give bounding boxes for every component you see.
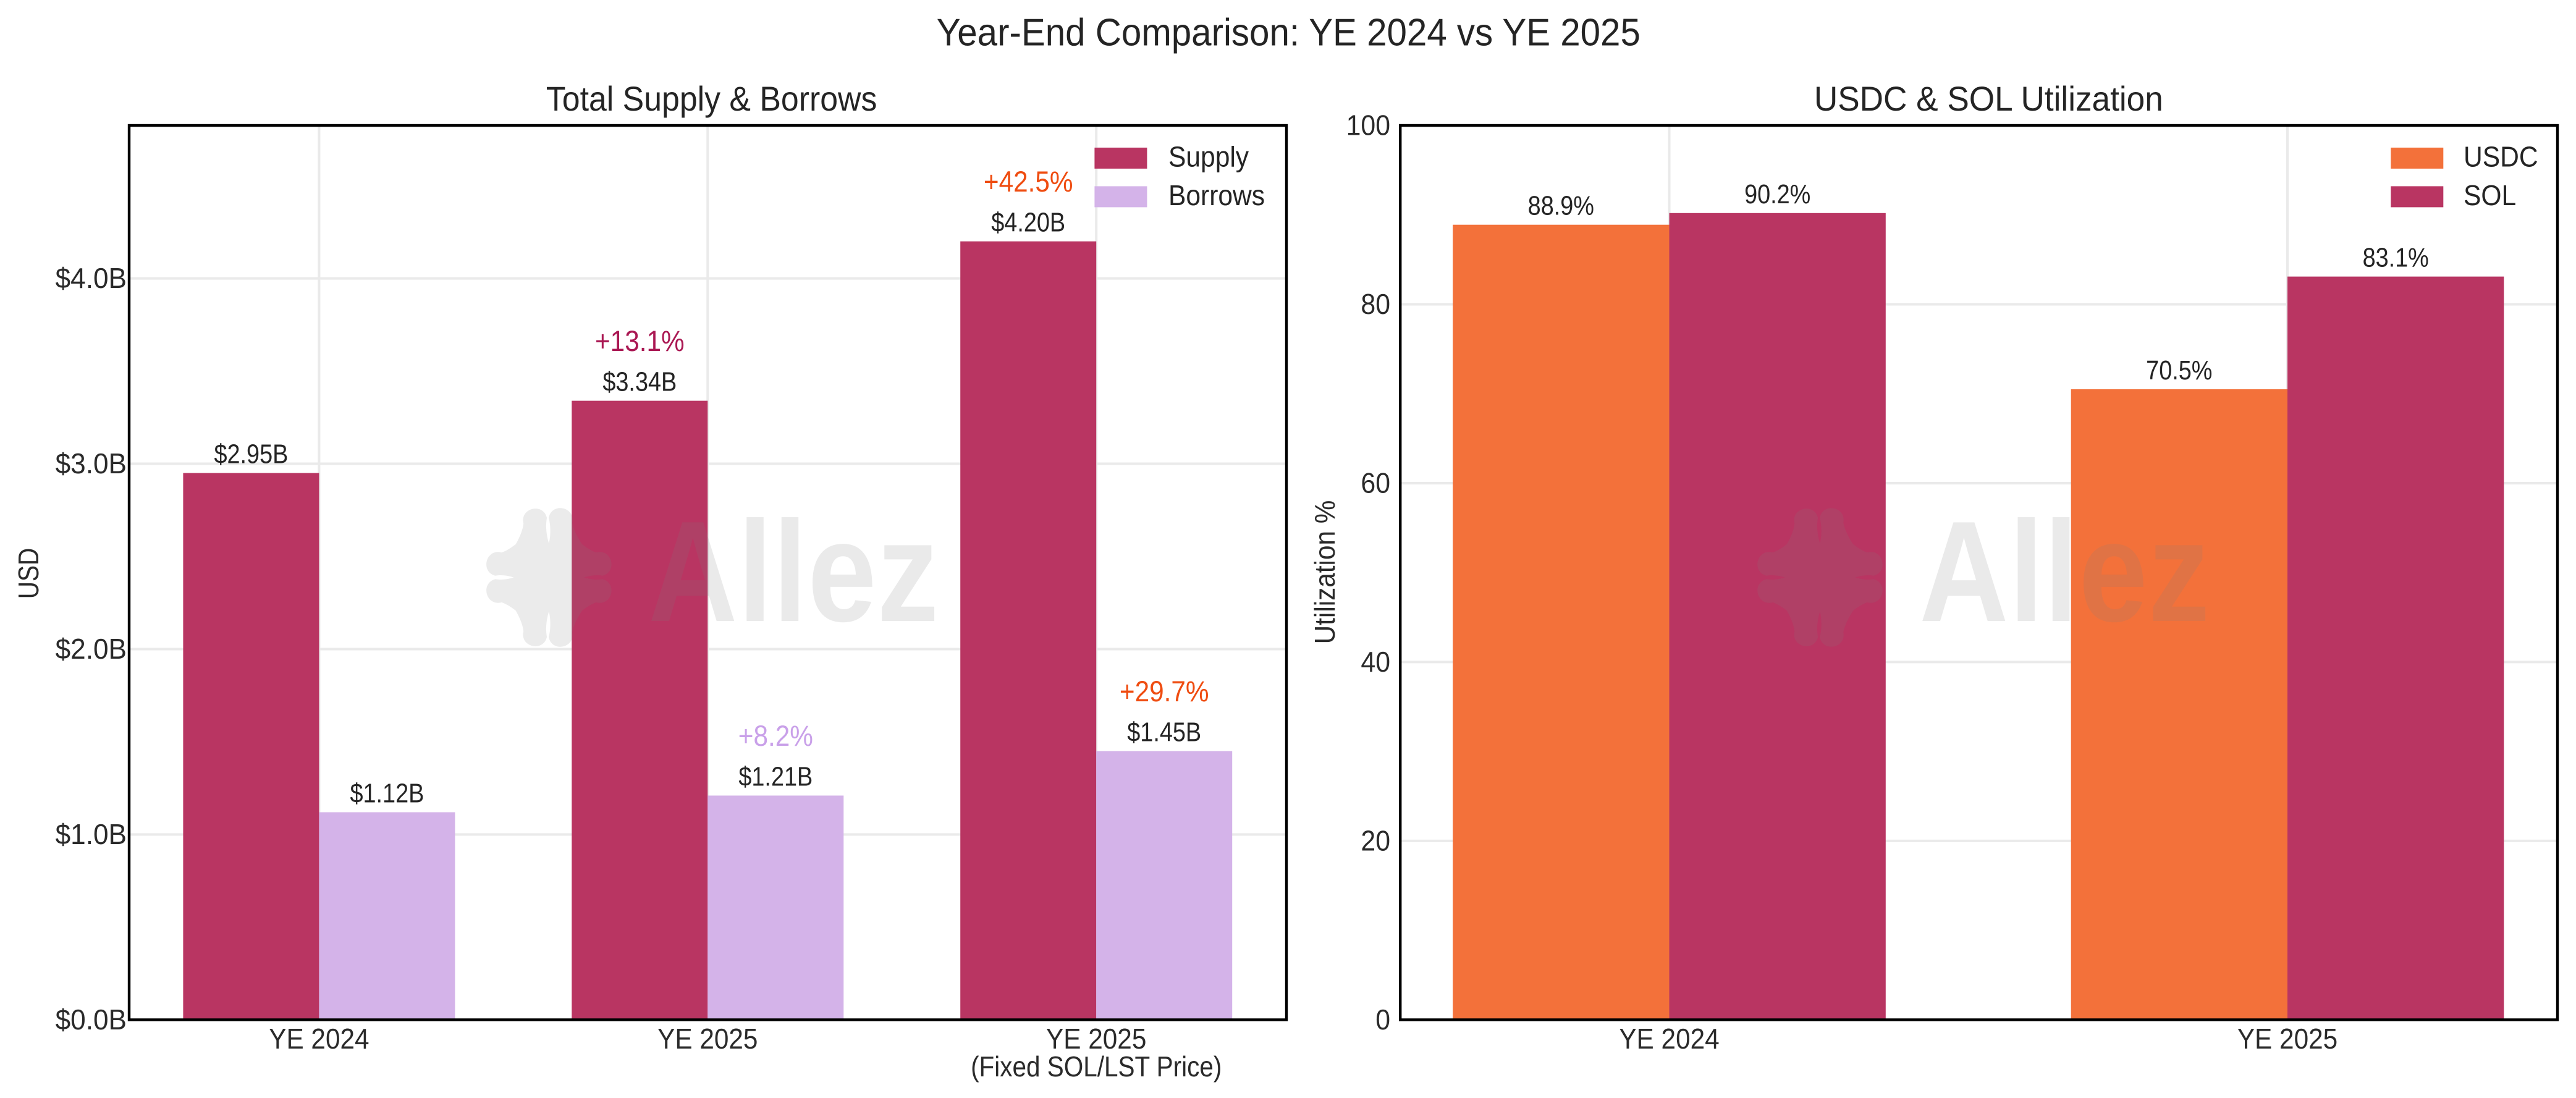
svg-text:(Fixed SOL/LST Price): (Fixed SOL/LST Price) (971, 1052, 1222, 1083)
svg-text:$1.45B: $1.45B (1127, 717, 1201, 747)
svg-text:YE 2025: YE 2025 (657, 1024, 758, 1055)
svg-text:Allez: Allez (648, 491, 939, 651)
svg-text:+8.2%: +8.2% (738, 720, 813, 753)
svg-text:70.5%: 70.5% (2146, 355, 2212, 385)
svg-text:YE 2025: YE 2025 (1046, 1024, 1146, 1055)
svg-text:USD: USD (13, 548, 45, 599)
svg-text:90.2%: 90.2% (1744, 179, 1810, 209)
svg-text:Year-End Comparison: YE 2024 v: Year-End Comparison: YE 2024 vs YE 2025 (937, 11, 1641, 54)
svg-text:$3.34B: $3.34B (602, 366, 677, 397)
svg-text:YE 2024: YE 2024 (269, 1024, 369, 1055)
svg-text:$1.0B: $1.0B (56, 818, 127, 850)
svg-text:60: 60 (1361, 468, 1390, 499)
svg-text:$2.0B: $2.0B (56, 633, 127, 665)
svg-text:USDC & SOL Utilization: USDC & SOL Utilization (1814, 80, 2163, 119)
svg-text:88.9%: 88.9% (1528, 190, 1594, 221)
svg-text:$0.0B: $0.0B (56, 1003, 127, 1036)
svg-text:Supply: Supply (1168, 141, 1249, 173)
svg-text:SOL: SOL (2464, 180, 2516, 212)
svg-text:YE 2024: YE 2024 (1619, 1024, 1719, 1055)
svg-text:+29.7%: +29.7% (1120, 676, 1209, 708)
svg-text:80: 80 (1361, 289, 1390, 321)
svg-text:100: 100 (1346, 110, 1390, 141)
svg-text:Utilization %: Utilization % (1309, 500, 1341, 644)
svg-text:Allez: Allez (1919, 491, 2210, 651)
svg-text:YE 2025: YE 2025 (2237, 1024, 2337, 1055)
svg-text:$2.95B: $2.95B (214, 439, 288, 469)
svg-text:$4.20B: $4.20B (991, 207, 1065, 237)
svg-text:83.1%: 83.1% (2363, 242, 2429, 272)
svg-text:$1.21B: $1.21B (738, 761, 813, 792)
svg-text:40: 40 (1361, 647, 1390, 678)
svg-text:Total Supply & Borrows: Total Supply & Borrows (546, 80, 877, 118)
svg-text:Borrows: Borrows (1168, 180, 1265, 212)
svg-text:20: 20 (1361, 826, 1390, 857)
svg-text:$3.0B: $3.0B (56, 447, 127, 479)
svg-text:+13.1%: +13.1% (595, 326, 685, 358)
svg-text:+42.5%: +42.5% (984, 166, 1073, 198)
svg-text:$4.0B: $4.0B (56, 262, 127, 294)
svg-text:$1.12B: $1.12B (350, 778, 424, 808)
svg-text:USDC: USDC (2464, 141, 2538, 173)
svg-text:0: 0 (1375, 1005, 1390, 1036)
